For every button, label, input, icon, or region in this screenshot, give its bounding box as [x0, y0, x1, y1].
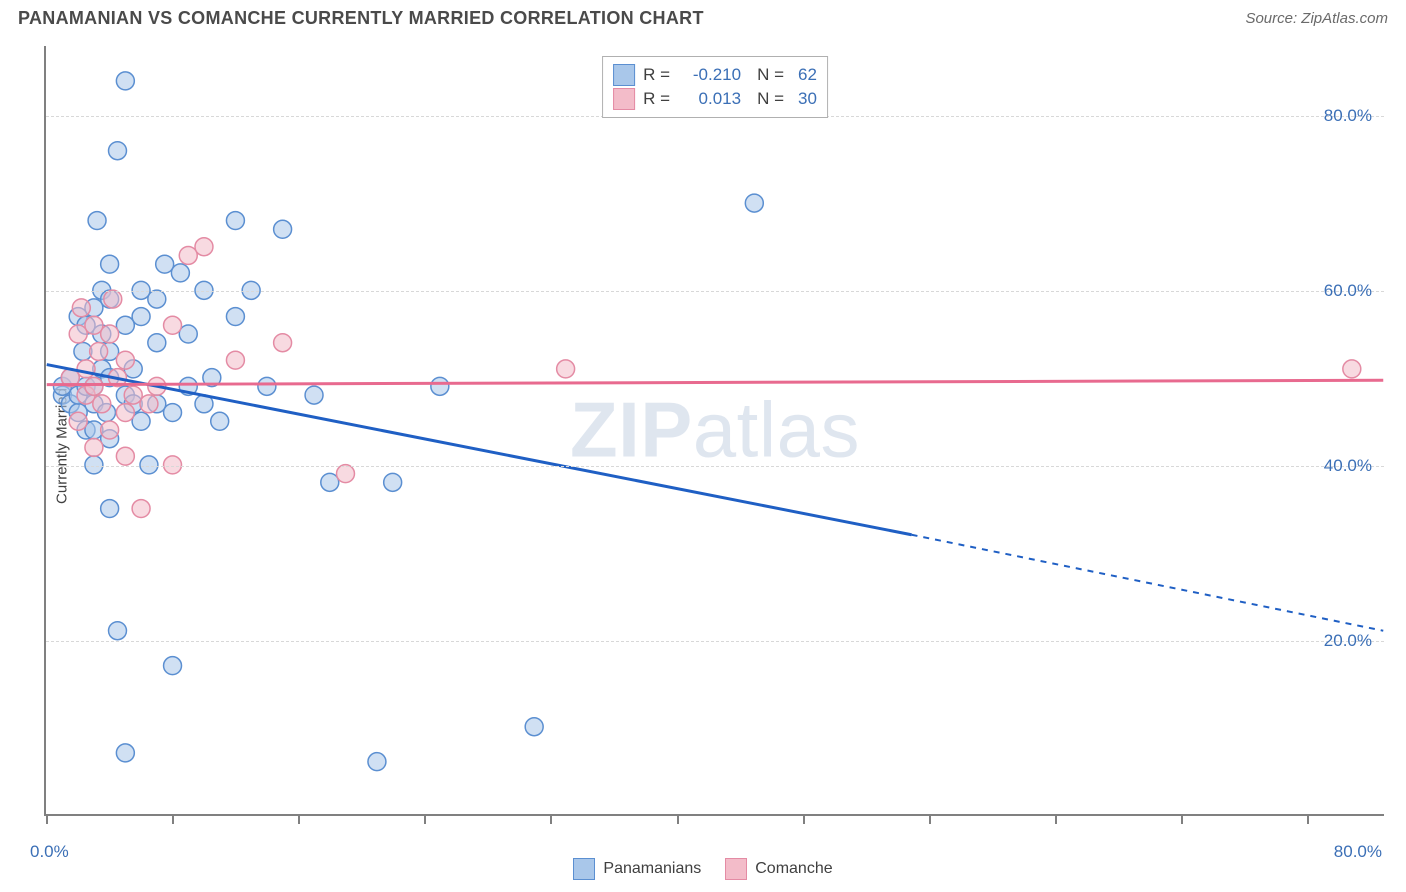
- swatch-panamanians: [613, 64, 635, 86]
- r-label: R =: [643, 65, 673, 85]
- correlation-legend: R = -0.210 N = 62 R = 0.013 N = 30: [602, 56, 828, 118]
- y-tick-label: 60.0%: [1324, 281, 1372, 301]
- scatter-svg: [46, 46, 1384, 814]
- n-value-comanche: 30: [798, 89, 817, 109]
- legend-row-comanche: R = 0.013 N = 30: [613, 87, 817, 111]
- n-label: N =: [757, 89, 784, 109]
- y-tick-label: 40.0%: [1324, 456, 1372, 476]
- legend-row-panamanians: R = -0.210 N = 62: [613, 63, 817, 87]
- bottom-legend: Panamanians Comanche: [0, 858, 1406, 880]
- swatch-icon: [725, 858, 747, 880]
- source-label: Source: ZipAtlas.com: [1245, 10, 1388, 27]
- legend-label: Comanche: [755, 860, 832, 878]
- r-label: R =: [643, 89, 673, 109]
- legend-item-panamanians: Panamanians: [573, 858, 701, 880]
- chart-plot-area: ZIPatlas R = -0.210 N = 62 R = 0.013 N =…: [44, 46, 1384, 816]
- chart-title: PANAMANIAN VS COMANCHE CURRENTLY MARRIED…: [18, 8, 704, 29]
- swatch-comanche: [613, 88, 635, 110]
- legend-item-comanche: Comanche: [725, 858, 832, 880]
- legend-label: Panamanians: [603, 860, 701, 878]
- r-value-panamanians: -0.210: [681, 65, 741, 85]
- y-tick-label: 80.0%: [1324, 106, 1372, 126]
- n-label: N =: [757, 65, 784, 85]
- swatch-icon: [573, 858, 595, 880]
- r-value-comanche: 0.013: [681, 89, 741, 109]
- y-tick-label: 20.0%: [1324, 631, 1372, 651]
- n-value-panamanians: 62: [798, 65, 817, 85]
